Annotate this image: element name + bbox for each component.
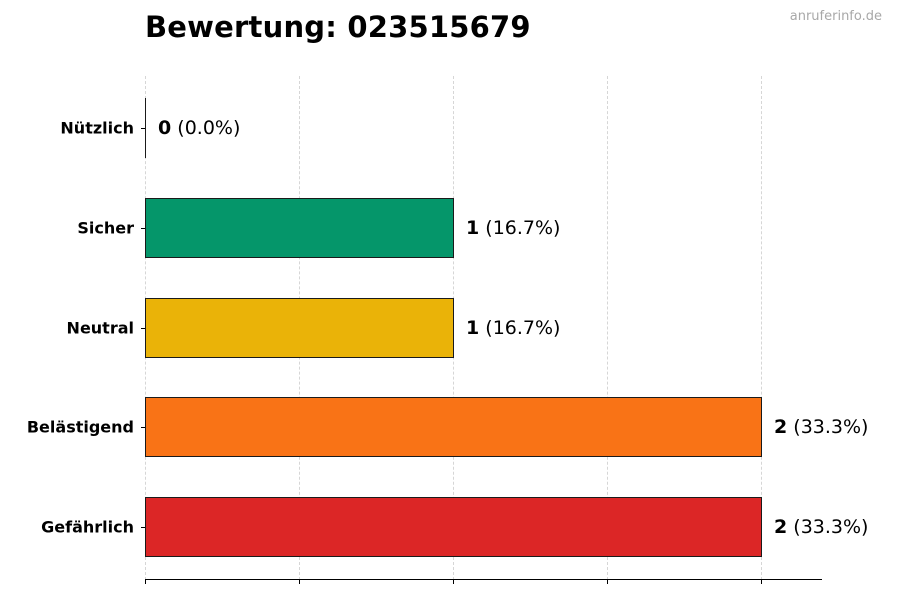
bar-nuetzlich [145,98,146,158]
bar-row-sicher: Sicher 1 (16.7%) [0,198,900,258]
x-tick [761,579,762,584]
gridline [607,76,608,580]
y-tick [141,228,145,229]
y-tick [141,527,145,528]
bar-belaestigend [145,397,762,457]
bar-row-gefaehrlich: Gefährlich 2 (33.3%) [0,497,900,557]
watermark: anruferinfo.de [789,9,882,24]
x-axis [145,579,822,580]
bar-gefaehrlich [145,497,762,557]
bar-sicher [145,198,454,258]
category-label: Belästigend [26,417,134,437]
x-tick [145,579,146,584]
y-tick [141,128,145,129]
bar-row-neutral: Neutral 1 (16.7%) [0,298,900,358]
chart-title: Bewertung: 023515679 [145,10,531,44]
x-tick [607,579,608,584]
bar-neutral [145,298,454,358]
gridline [761,76,762,580]
value-label: 0 (0.0%) [158,117,241,139]
value-label: 2 (33.3%) [774,516,869,538]
y-tick [141,328,145,329]
bar-row-nuetzlich: Nützlich 0 (0.0%) [0,98,900,158]
x-tick [299,579,300,584]
value-label: 1 (16.7%) [466,217,561,239]
value-label: 2 (33.3%) [774,416,869,438]
category-label: Sicher [77,218,134,238]
x-tick [453,579,454,584]
value-label: 1 (16.7%) [466,317,561,339]
y-tick [141,427,145,428]
category-label: Nützlich [60,118,134,138]
category-label: Neutral [66,318,134,338]
category-label: Gefährlich [41,517,134,537]
bar-row-belaestigend: Belästigend 2 (33.3%) [0,397,900,457]
